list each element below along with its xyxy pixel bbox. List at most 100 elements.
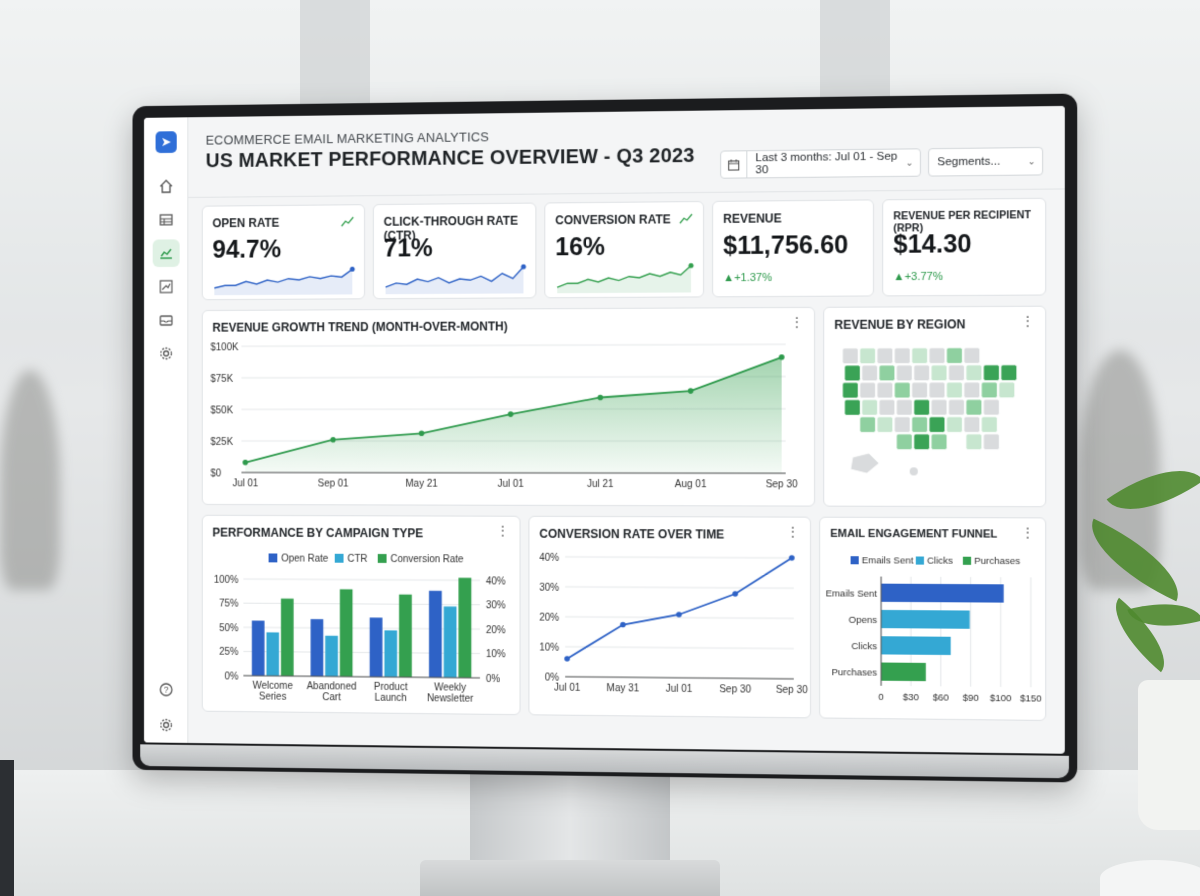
state-region [844, 400, 860, 416]
kpi-card-revenue[interactable]: REVENUE $11,756.60 ▲+1.37% [712, 199, 874, 297]
funnel-bar [881, 636, 951, 655]
revenue-point [688, 388, 694, 394]
trend-icon[interactable] [153, 273, 180, 301]
home-icon[interactable] [153, 172, 180, 200]
x-tick-label: Product [374, 682, 408, 693]
x-tick-label: Series [259, 691, 287, 702]
send-icon[interactable]: ➤ [156, 131, 177, 153]
state-region [964, 417, 980, 433]
conversion-point [676, 612, 682, 618]
state-region [914, 365, 930, 381]
bar [311, 619, 324, 676]
y-tick-label: 40% [539, 553, 559, 564]
x-tick-label: Jul 01 [554, 682, 581, 693]
kpi-label: OPEN RATE [212, 216, 279, 230]
kpi-card-open-rate[interactable]: OPEN RATE 94.7% [202, 204, 365, 300]
legend-label: CTR [347, 554, 367, 565]
funnel-bar [881, 610, 970, 629]
sparkline-endpoint [521, 264, 526, 269]
state-region [914, 434, 930, 450]
kpi-card-conversion-rate[interactable]: CONVERSION RATE 16% [544, 201, 704, 298]
y-tick-label: 20% [539, 613, 559, 624]
sparkline-area [557, 266, 691, 294]
legend-label: Purchases [974, 555, 1020, 567]
kpi-card-ctr[interactable]: CLICK-THROUGH RATE (CTR) 71% [373, 203, 537, 300]
legend-swatch [851, 556, 859, 564]
more-options-icon[interactable]: ⋮ [1020, 526, 1034, 538]
bar [429, 591, 442, 678]
settings-icon[interactable] [153, 711, 180, 739]
legend-label: Conversion Rate [390, 554, 464, 565]
state-region [912, 417, 928, 433]
revenue-region-card: REVENUE BY REGION ⋮ [823, 306, 1046, 508]
funnel-label: Clicks [851, 640, 877, 651]
state-region [966, 434, 982, 450]
date-range-label: Last 3 months: Jul 01 - Sep 30 [747, 151, 905, 177]
gridline [565, 557, 794, 558]
state-region [929, 417, 945, 433]
state-region [946, 417, 962, 433]
revenue-point [330, 437, 335, 443]
more-options-icon[interactable]: ⋮ [790, 316, 804, 328]
table-icon[interactable] [153, 206, 180, 234]
more-options-icon[interactable]: ⋮ [1020, 315, 1034, 327]
legend-label: Open Rate [281, 553, 329, 564]
x-tick-label: Jul 01 [232, 478, 258, 489]
funnel-label: Emails Sent [826, 587, 878, 599]
state-region [860, 348, 876, 364]
x-tick-label: Sep 01 [318, 478, 349, 489]
state-region [894, 382, 910, 398]
gridline [243, 579, 480, 580]
legend-swatch [335, 554, 344, 563]
conversion-point [732, 591, 738, 597]
revenue-point [779, 354, 785, 360]
help-icon[interactable]: ? [153, 676, 180, 704]
gridline [243, 603, 480, 605]
state-region [842, 348, 858, 364]
analytics-icon[interactable] [153, 239, 180, 267]
kpi-card-rpr[interactable]: REVENUE PER RECIPIENT (RPR) $14.30 ▲+3.7… [882, 198, 1046, 297]
conversion-time-card: CONVERSION RATE OVER TIME ⋮ 40% 30% 20% 10%… [528, 516, 811, 719]
state-region [1001, 365, 1017, 381]
revenue-point [419, 431, 425, 437]
date-range-picker[interactable]: Last 3 months: Jul 01 - Sep 30 ⌄ [720, 148, 921, 178]
state-region [894, 417, 910, 433]
state-region [983, 399, 999, 415]
sparkline-area [214, 269, 352, 295]
state-region [931, 399, 947, 415]
state-region [862, 365, 878, 381]
state-region [966, 399, 982, 415]
inbox-icon[interactable] [153, 306, 180, 334]
x-tick-label: 0 [878, 691, 883, 702]
pencil-cup [0, 760, 14, 896]
gridline [241, 377, 785, 378]
chevron-down-icon: ⌄ [906, 157, 920, 168]
settings-icon[interactable] [153, 340, 180, 368]
legend-swatch [963, 557, 971, 565]
x-tick-label: Weekly [434, 682, 466, 693]
state-region [999, 382, 1015, 398]
state-region [931, 365, 947, 381]
more-options-icon[interactable]: ⋮ [786, 526, 800, 538]
conversion-line-chart: 40%30%20%10%0%Jul 01 May 31 Jul 01 Sep 30 Se… [531, 547, 808, 718]
state-region [931, 434, 947, 450]
campaign-type-card: PERFORMANCE BY CAMPAIGN TYPE ⋮ Open Rate… [202, 515, 521, 715]
funnel-label: Opens [849, 614, 878, 625]
segments-dropdown[interactable]: Segments... ⌄ [928, 147, 1043, 177]
x-tick-label: $150 [1020, 692, 1042, 704]
kpi-label: REVENUE [723, 211, 782, 226]
state-region [949, 399, 965, 415]
x-tick-label: Jul 01 [497, 479, 524, 490]
x-tick-label: Sep 30 [766, 479, 799, 490]
state-alaska [851, 453, 879, 473]
more-options-icon[interactable]: ⋮ [496, 525, 510, 537]
background-person [0, 370, 60, 590]
monitor-base [420, 860, 720, 896]
conversion-point [789, 555, 795, 561]
funnel-label: Purchases [831, 666, 877, 678]
campaign-bar-chart: Open Rate CTR Conversion Rate100%75%50%25%… [205, 545, 518, 714]
card-title: CONVERSION RATE OVER TIME [539, 527, 724, 542]
bar [252, 621, 265, 676]
state-region [879, 400, 895, 416]
card-title: REVENUE BY REGION [834, 317, 965, 332]
